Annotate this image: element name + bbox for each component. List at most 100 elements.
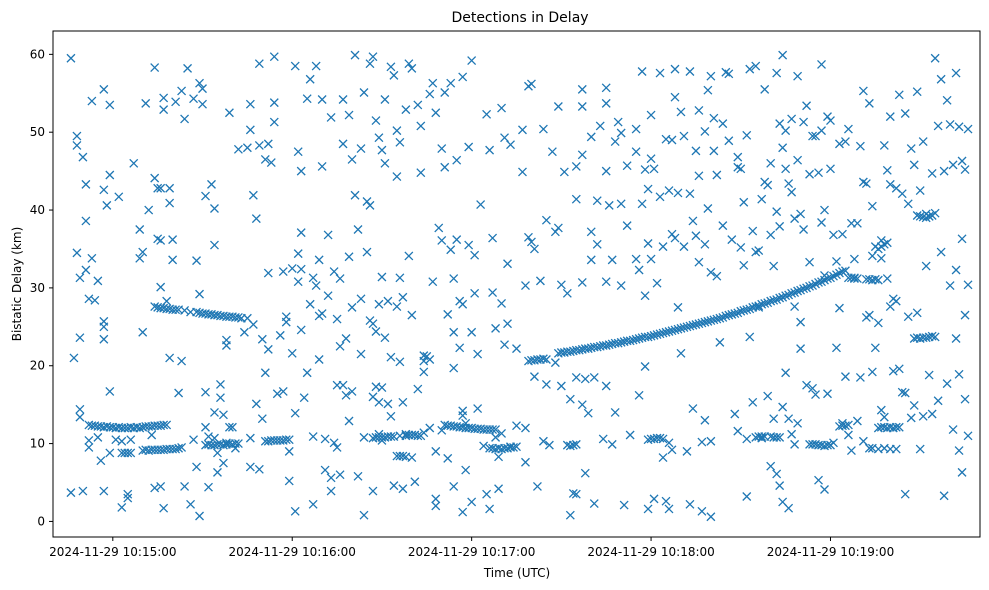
data-point <box>296 325 306 335</box>
data-point <box>347 386 357 396</box>
data-point <box>814 277 823 287</box>
data-point <box>482 109 492 119</box>
data-point <box>568 440 578 450</box>
data-point <box>912 308 922 318</box>
data-point <box>787 187 797 197</box>
data-point <box>924 332 934 342</box>
data-point <box>894 364 904 374</box>
data-point <box>386 411 396 421</box>
data-point <box>837 229 847 239</box>
data-point <box>706 512 716 522</box>
data-point <box>494 484 504 494</box>
data-point <box>461 465 471 475</box>
data-point <box>649 164 659 174</box>
data-point <box>135 253 145 263</box>
data-point <box>326 486 336 496</box>
data-point <box>464 240 474 250</box>
data-point <box>784 503 794 513</box>
data-point <box>894 422 904 432</box>
data-point <box>781 368 791 378</box>
data-point <box>192 256 201 266</box>
data-point <box>882 238 892 248</box>
data-point <box>99 84 109 94</box>
data-point <box>834 303 844 313</box>
data-point <box>233 439 243 449</box>
data-point <box>709 146 719 156</box>
data-point <box>347 302 357 312</box>
data-point <box>81 265 91 275</box>
data-point <box>957 156 967 166</box>
data-point <box>948 425 958 435</box>
data-point <box>245 433 255 443</box>
data-point <box>410 477 420 487</box>
data-point <box>799 284 809 294</box>
data-point <box>452 235 462 245</box>
data-point <box>790 439 800 449</box>
data-point <box>739 260 749 270</box>
data-point <box>757 194 767 204</box>
data-point <box>691 146 701 156</box>
data-point <box>864 98 874 108</box>
data-point <box>769 414 779 424</box>
data-point <box>873 275 883 285</box>
data-point <box>386 62 396 72</box>
data-point <box>772 432 782 442</box>
data-point <box>601 98 611 108</box>
data-point <box>398 451 408 461</box>
data-point <box>392 302 402 312</box>
data-point <box>293 147 303 157</box>
data-point <box>724 69 734 79</box>
data-point <box>894 90 904 100</box>
data-point <box>407 310 417 320</box>
data-point <box>266 158 276 168</box>
data-point <box>305 74 315 84</box>
data-point <box>607 255 617 265</box>
data-point <box>227 422 237 432</box>
data-point <box>571 372 581 382</box>
data-point <box>251 399 261 409</box>
data-point <box>230 439 240 449</box>
data-point <box>497 429 507 438</box>
data-point <box>658 453 668 463</box>
data-point <box>296 166 306 176</box>
data-point <box>942 379 952 389</box>
data-point <box>521 457 530 467</box>
data-point <box>210 204 219 213</box>
data-point <box>787 114 797 124</box>
data-point <box>165 198 175 208</box>
data-point <box>296 228 306 238</box>
data-point <box>269 117 279 127</box>
data-point <box>951 334 961 343</box>
data-point <box>586 227 596 237</box>
data-point <box>676 348 686 358</box>
data-point <box>224 422 234 432</box>
data-point <box>855 141 865 151</box>
data-point <box>338 139 348 149</box>
data-point <box>93 276 103 286</box>
data-point <box>775 119 785 129</box>
data-point <box>425 89 435 99</box>
data-point <box>317 161 327 171</box>
data-point <box>431 494 441 504</box>
data-point <box>957 234 967 244</box>
data-point <box>365 200 375 210</box>
data-point <box>805 257 815 267</box>
data-point <box>96 456 106 466</box>
data-point <box>368 52 378 62</box>
data-point <box>473 349 483 359</box>
data-point <box>75 404 85 414</box>
data-point <box>174 443 184 453</box>
data-point <box>954 446 964 456</box>
data-point <box>873 318 883 328</box>
data-point <box>320 434 330 444</box>
data-point <box>526 237 536 247</box>
data-point <box>302 368 312 378</box>
data-point <box>900 489 910 499</box>
data-point <box>251 214 261 224</box>
data-point <box>497 299 507 308</box>
data-point <box>159 420 169 430</box>
data-point <box>374 133 384 143</box>
data-point <box>730 409 740 419</box>
data-point <box>688 404 698 414</box>
data-point <box>673 302 683 312</box>
